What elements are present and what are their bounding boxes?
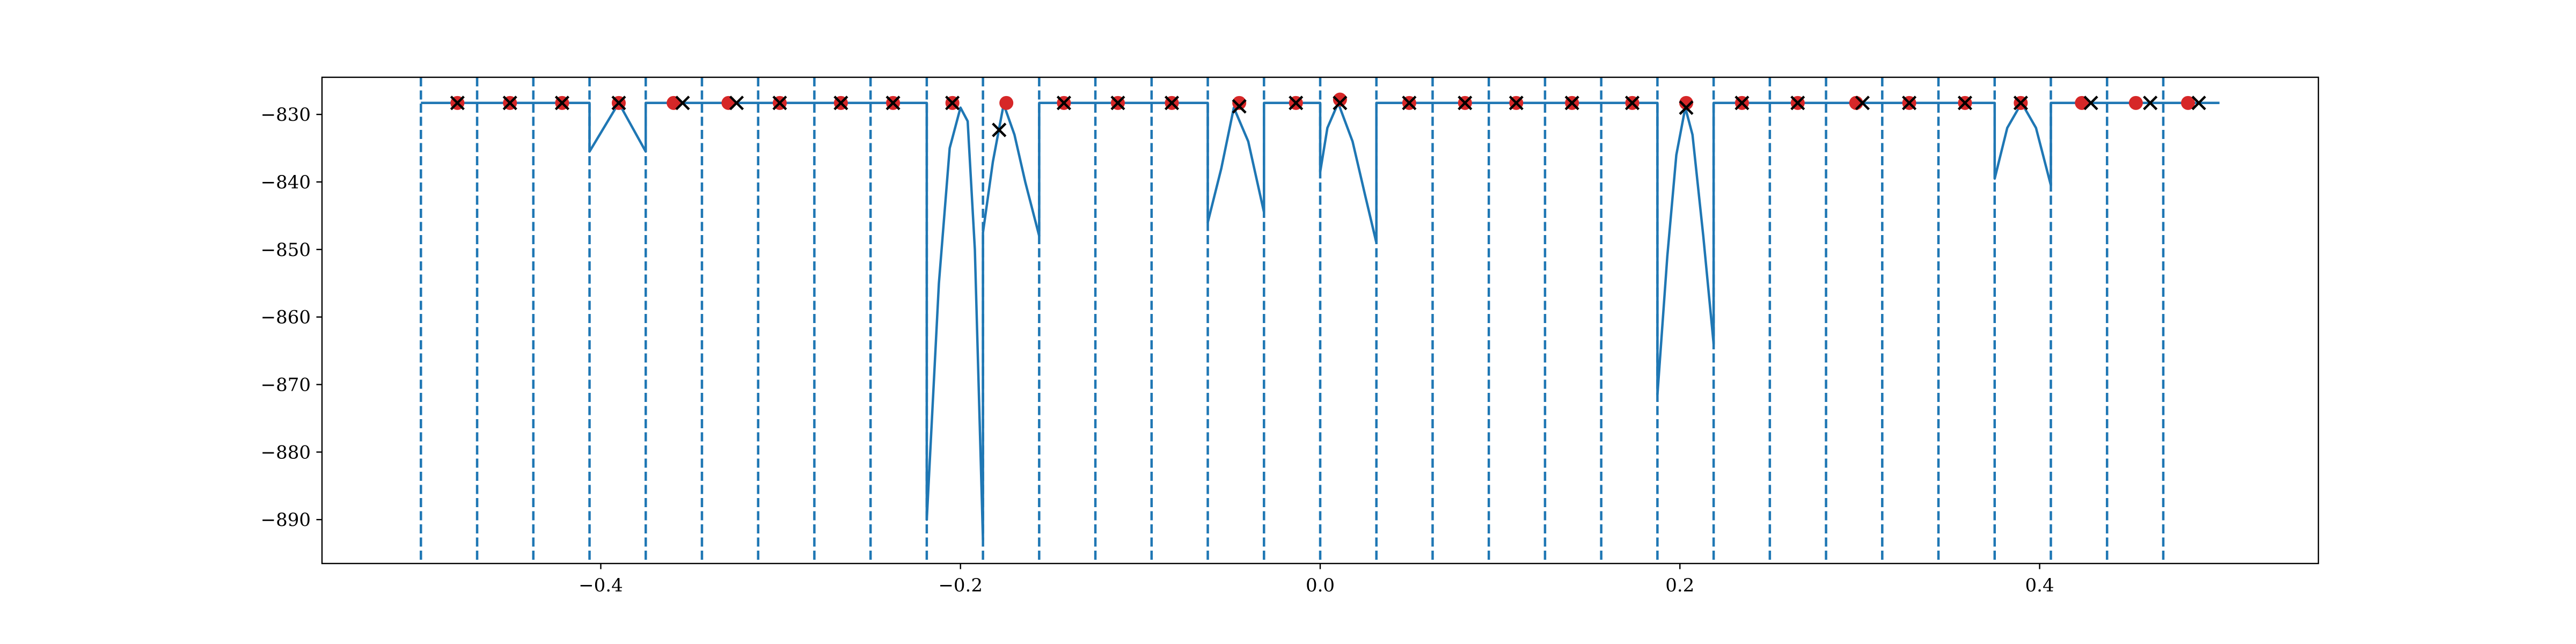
- x-marker: [1289, 96, 1304, 111]
- red-point: [2128, 96, 2143, 110]
- x-marker: [1624, 96, 1640, 111]
- x-marker: [1901, 96, 1917, 111]
- x-tick-label: −0.2: [938, 575, 983, 596]
- series-line: [421, 101, 2220, 541]
- x-marker: [1110, 96, 1125, 111]
- x-marker: [1458, 96, 1473, 111]
- red-point: [1232, 96, 1247, 110]
- x-marker: [772, 96, 787, 111]
- x-marker: [1232, 99, 1247, 114]
- y-tick-label: −880: [261, 442, 311, 463]
- x-marker: [450, 96, 465, 111]
- x-marker: [1790, 96, 1805, 111]
- x-marker: [2191, 96, 2206, 111]
- x-marker: [502, 96, 517, 111]
- x-marker: [1056, 96, 1072, 111]
- x-marker: [2143, 96, 2158, 111]
- x-markers: [450, 96, 2206, 137]
- curve-series: [421, 101, 2220, 541]
- y-tick-label: −830: [261, 104, 311, 126]
- x-marker: [1735, 96, 1750, 111]
- x-tick-label: 0.0: [1306, 575, 1335, 596]
- x-marker: [1957, 96, 1973, 111]
- y-tick-label: −850: [261, 239, 311, 261]
- x-marker: [554, 96, 570, 111]
- x-marker: [1679, 100, 1694, 115]
- x-marker: [945, 96, 960, 111]
- x-marker: [885, 96, 901, 111]
- x-tick-label: 0.4: [2025, 575, 2054, 596]
- red-point: [2181, 96, 2196, 110]
- y-tick-label: −870: [261, 375, 311, 396]
- red-point: [999, 96, 1014, 110]
- x-marker: [2083, 96, 2098, 111]
- y-axis: −830 −840 −850 −860 −870 −880 −890: [261, 104, 322, 531]
- x-marker: [1402, 96, 1417, 111]
- x-marker: [1509, 96, 1524, 111]
- y-tick-label: −860: [261, 307, 311, 328]
- x-axis: −0.4 −0.2 0.0 0.2 0.4: [579, 564, 2054, 596]
- x-marker: [611, 96, 626, 111]
- y-tick-label: −890: [261, 509, 311, 531]
- x-marker: [729, 96, 744, 111]
- red-point: [667, 96, 681, 110]
- x-tick-label: 0.2: [1665, 575, 1694, 596]
- red-point: [1333, 92, 1347, 107]
- x-marker: [1855, 96, 1870, 111]
- x-marker: [675, 96, 690, 111]
- x-marker: [1333, 96, 1348, 111]
- y-tick-label: −840: [261, 172, 311, 193]
- x-tick-label: −0.4: [579, 575, 623, 596]
- x-marker: [1564, 96, 1579, 111]
- x-marker: [1164, 96, 1180, 111]
- x-marker: [2013, 96, 2028, 111]
- red-point: [1679, 96, 1693, 110]
- x-marker: [992, 122, 1007, 137]
- x-marker: [833, 96, 848, 111]
- red-point: [2075, 96, 2089, 110]
